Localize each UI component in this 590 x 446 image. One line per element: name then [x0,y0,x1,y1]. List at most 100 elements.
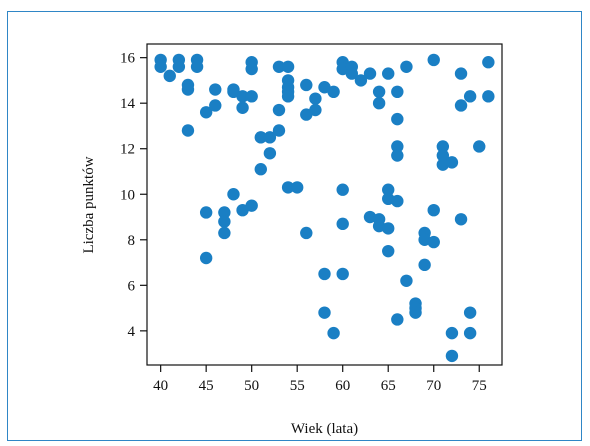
y-tick-label: 14 [120,96,136,112]
x-tick-label: 45 [199,378,214,394]
data-point [263,131,277,144]
data-point [154,60,167,73]
data-point [209,99,222,112]
data-point [400,274,413,287]
data-point [336,183,349,196]
data-point [245,62,258,76]
data-point [463,326,477,340]
data-point [181,83,195,96]
data-point [327,85,340,99]
y-tick-label: 10 [120,187,135,203]
x-tick-label: 60 [335,378,350,394]
data-point [363,67,377,80]
data-point [427,203,440,217]
data-point [391,140,404,153]
data-point [409,306,422,319]
data-point [382,244,395,258]
plot-area-border [146,43,503,366]
data-point [263,147,277,160]
data-point [445,156,459,169]
data-point [272,103,286,117]
y-axis-title: Liczba punktów [81,156,97,253]
data-point [236,101,249,114]
data-point [290,181,304,194]
y-tick-label: 8 [128,233,136,249]
data-point [327,326,340,340]
data-point [391,112,404,126]
y-tick-label: 12 [120,142,135,158]
data-point [209,83,222,96]
data-point [336,267,349,281]
data-point [382,67,395,80]
data-point [427,235,440,249]
data-point [372,85,386,99]
figure-frame [7,11,582,441]
x-tick-label: 65 [381,378,396,394]
data-point [391,194,404,208]
data-point [354,74,368,87]
x-tick-label: 40 [153,378,168,394]
data-point [463,306,477,319]
data-point [391,313,404,326]
data-point [372,96,386,110]
data-point [400,60,413,73]
axis-ticks: 40 45 50 55 60 65 70 75 4 6 8 10 12 14 16 [120,51,487,394]
data-point [309,92,322,105]
data-point [254,163,267,176]
data-point [163,69,176,83]
x-tick-label: 75 [472,378,487,394]
data-point [245,90,258,103]
data-point [218,215,231,228]
data-point [218,226,231,240]
data-point [272,124,286,137]
data-point [300,78,313,92]
data-point [391,85,404,99]
y-tick-label: 16 [120,51,136,67]
data-point [318,267,331,281]
data-point [218,206,231,219]
data-point [454,213,468,226]
x-axis-title: Wiek (lata) [291,421,358,437]
data-point [436,149,450,162]
data-point [436,140,450,153]
data-point [281,181,295,194]
x-tick-label: 55 [290,378,305,394]
data-point [382,222,395,235]
data-point [281,90,295,103]
data-point [454,99,468,112]
data-points [154,53,495,363]
data-point [199,206,213,219]
data-point [391,149,404,162]
data-point [318,306,331,319]
data-point [445,326,459,340]
data-point [227,188,240,201]
data-point [463,90,477,103]
data-point [190,60,204,73]
data-point [345,67,359,80]
x-tick-label: 50 [244,378,259,394]
data-point [382,183,395,196]
x-tick-label: 70 [426,378,441,394]
data-point [199,251,213,265]
data-point [482,90,495,103]
data-point [300,226,313,240]
data-point [199,106,213,119]
data-point [272,60,286,73]
data-point [281,60,295,73]
data-point [482,56,495,69]
data-point [172,60,186,73]
data-point [181,124,195,137]
y-tick-label: 6 [128,278,136,294]
data-point [473,140,486,153]
data-point [254,131,267,144]
data-point [454,67,468,80]
data-point [427,53,440,67]
data-point [418,258,431,272]
y-tick-label: 4 [128,324,136,340]
data-point [245,199,258,212]
data-point [309,103,322,117]
data-point [236,90,249,103]
data-point [445,349,459,363]
data-point [336,217,349,231]
